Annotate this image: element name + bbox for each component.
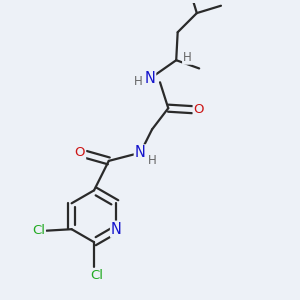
Text: H: H [148, 154, 156, 167]
Text: N: N [111, 222, 122, 237]
Text: O: O [194, 103, 204, 116]
Text: H: H [183, 51, 192, 64]
Text: O: O [75, 146, 85, 159]
Text: N: N [135, 146, 146, 160]
Text: Cl: Cl [91, 269, 103, 282]
Text: H: H [134, 75, 142, 88]
Text: Cl: Cl [32, 224, 45, 237]
Text: N: N [144, 71, 155, 86]
